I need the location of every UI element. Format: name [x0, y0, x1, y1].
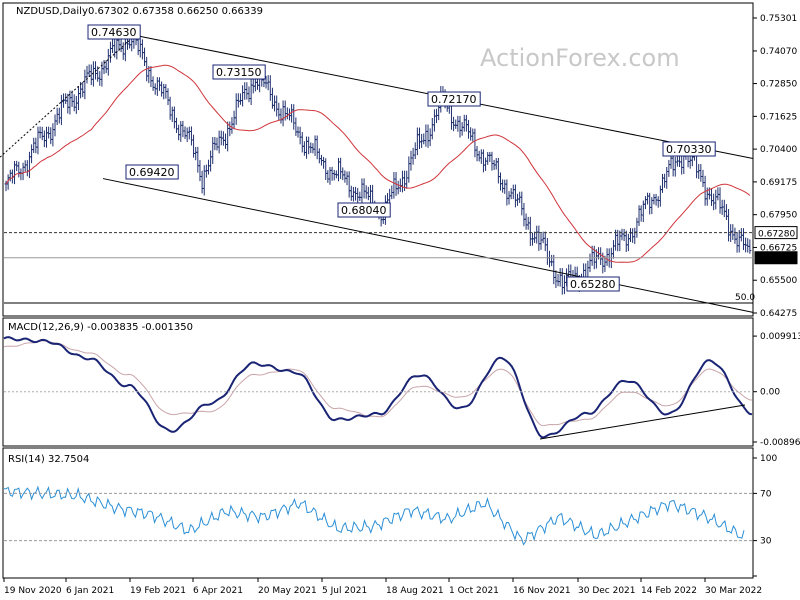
price-tick-label: 0.69175	[760, 178, 797, 188]
x-tick-label: 30 Dec 2021	[578, 586, 636, 596]
x-tick-label: 16 Nov 2021	[513, 586, 571, 596]
price-tick-label: 0.70400	[760, 145, 797, 155]
annotation-box	[566, 276, 620, 292]
x-tick-label: 18 Aug 2021	[386, 586, 444, 596]
price-tick-label: 0.65500	[760, 276, 797, 286]
ohlc-values: 0.67302 0.67358 0.66250 0.66339	[88, 6, 263, 17]
rsi-panel	[2, 447, 754, 579]
x-tick-label: 19 Nov 2020	[4, 586, 62, 596]
macd-panel	[2, 317, 754, 447]
annotation-label: 0.69420	[129, 166, 175, 179]
watermark: ActionForex.com	[480, 44, 680, 72]
rsi-tick-label: 100	[760, 454, 777, 464]
annotation-label: 0.65280	[570, 278, 616, 291]
macd-lines	[3, 336, 753, 440]
macd-tick-label: 0.009913	[760, 332, 800, 342]
fib-50-label: 50.0	[735, 293, 755, 303]
x-tick-label: 19 Feb 2021	[130, 586, 186, 596]
level-value-label: 0.67280	[758, 230, 795, 240]
annotation-box	[125, 164, 179, 180]
moving-average-path	[5, 64, 751, 263]
price-bars	[4, 31, 752, 295]
annotation-box	[662, 141, 716, 157]
rsi-path	[3, 485, 745, 546]
annotation-label: 0.72170	[431, 93, 477, 106]
time-axis: 19 Nov 2020 6 Jan 2021 19 Feb 2021 6 Apr 20…	[3, 578, 762, 596]
price-panel	[2, 2, 754, 317]
annotation-label: 0.73150	[216, 66, 262, 79]
annotation-label: 0.74630	[91, 26, 137, 39]
macd-title: MACD(12,26,9) -0.003835 -0.001350	[8, 322, 193, 333]
macd-trend-line	[539, 404, 746, 440]
x-tick-label: 20 May 2021	[258, 586, 317, 596]
price-axis: 0.75301 0.74070 0.72850 0.71625 0.70400 0.691…	[753, 14, 797, 319]
rsi-tick-label: 70	[760, 489, 772, 499]
macd-tick-label: 0.00	[760, 388, 780, 398]
macd-axis: 0.009913 0.00 -0.008962	[4, 332, 800, 448]
annotation-label: 0.68040	[341, 204, 387, 217]
annotation-box	[427, 91, 481, 107]
x-tick-label: 1 Oct 2021	[449, 586, 499, 596]
price-tick-label: 0.64275	[760, 309, 797, 319]
level-value-box	[754, 226, 798, 240]
price-tick-label: 0.66725	[760, 243, 797, 253]
price-tick-label: 0.74070	[760, 47, 797, 57]
rsi-line	[3, 485, 745, 546]
macd-main-line	[3, 336, 753, 439]
current-price-label: 0.66339	[758, 255, 795, 265]
price-channel: 50.0	[0, 34, 755, 313]
annotation-box	[337, 202, 391, 218]
macd-tick-label: -0.008962	[760, 438, 800, 448]
rsi-title: RSI(14) 32.7504	[8, 454, 89, 465]
x-tick-label: 5 Jul 2021	[322, 586, 367, 596]
x-tick-label: 6 Jan 2021	[66, 586, 114, 596]
lower-channel-line	[102, 178, 754, 313]
annotation-box	[212, 64, 266, 80]
x-tick-label: 30 Mar 2022	[705, 586, 762, 596]
macd-signal-line	[3, 340, 753, 427]
symbol-label: NZDUSD,Daily	[16, 6, 88, 17]
moving-average-line	[5, 64, 751, 263]
price-tick-label: 0.67950	[760, 211, 797, 221]
x-tick-label: 14 Feb 2022	[641, 586, 697, 596]
annotation-box	[87, 24, 141, 40]
price-header: NZDUSD,Daily 0.67302 0.67358 0.66250 0.6…	[16, 6, 263, 17]
price-tick-label: 0.71625	[760, 112, 797, 122]
x-tick-label: 6 Apr 2021	[193, 586, 243, 596]
rsi-tick-label: 30	[760, 537, 772, 547]
price-tick-label: 0.75301	[760, 14, 797, 24]
price-tick-label: 0.72850	[760, 80, 797, 90]
current-price-box	[754, 251, 798, 265]
price-annotations: 0.67280 0.66339 0.74630 0.73150 0.69420 0.680…	[87, 24, 798, 292]
rsi-axis: 100 70 30	[4, 454, 777, 577]
annotation-label: 0.70330	[666, 143, 712, 156]
